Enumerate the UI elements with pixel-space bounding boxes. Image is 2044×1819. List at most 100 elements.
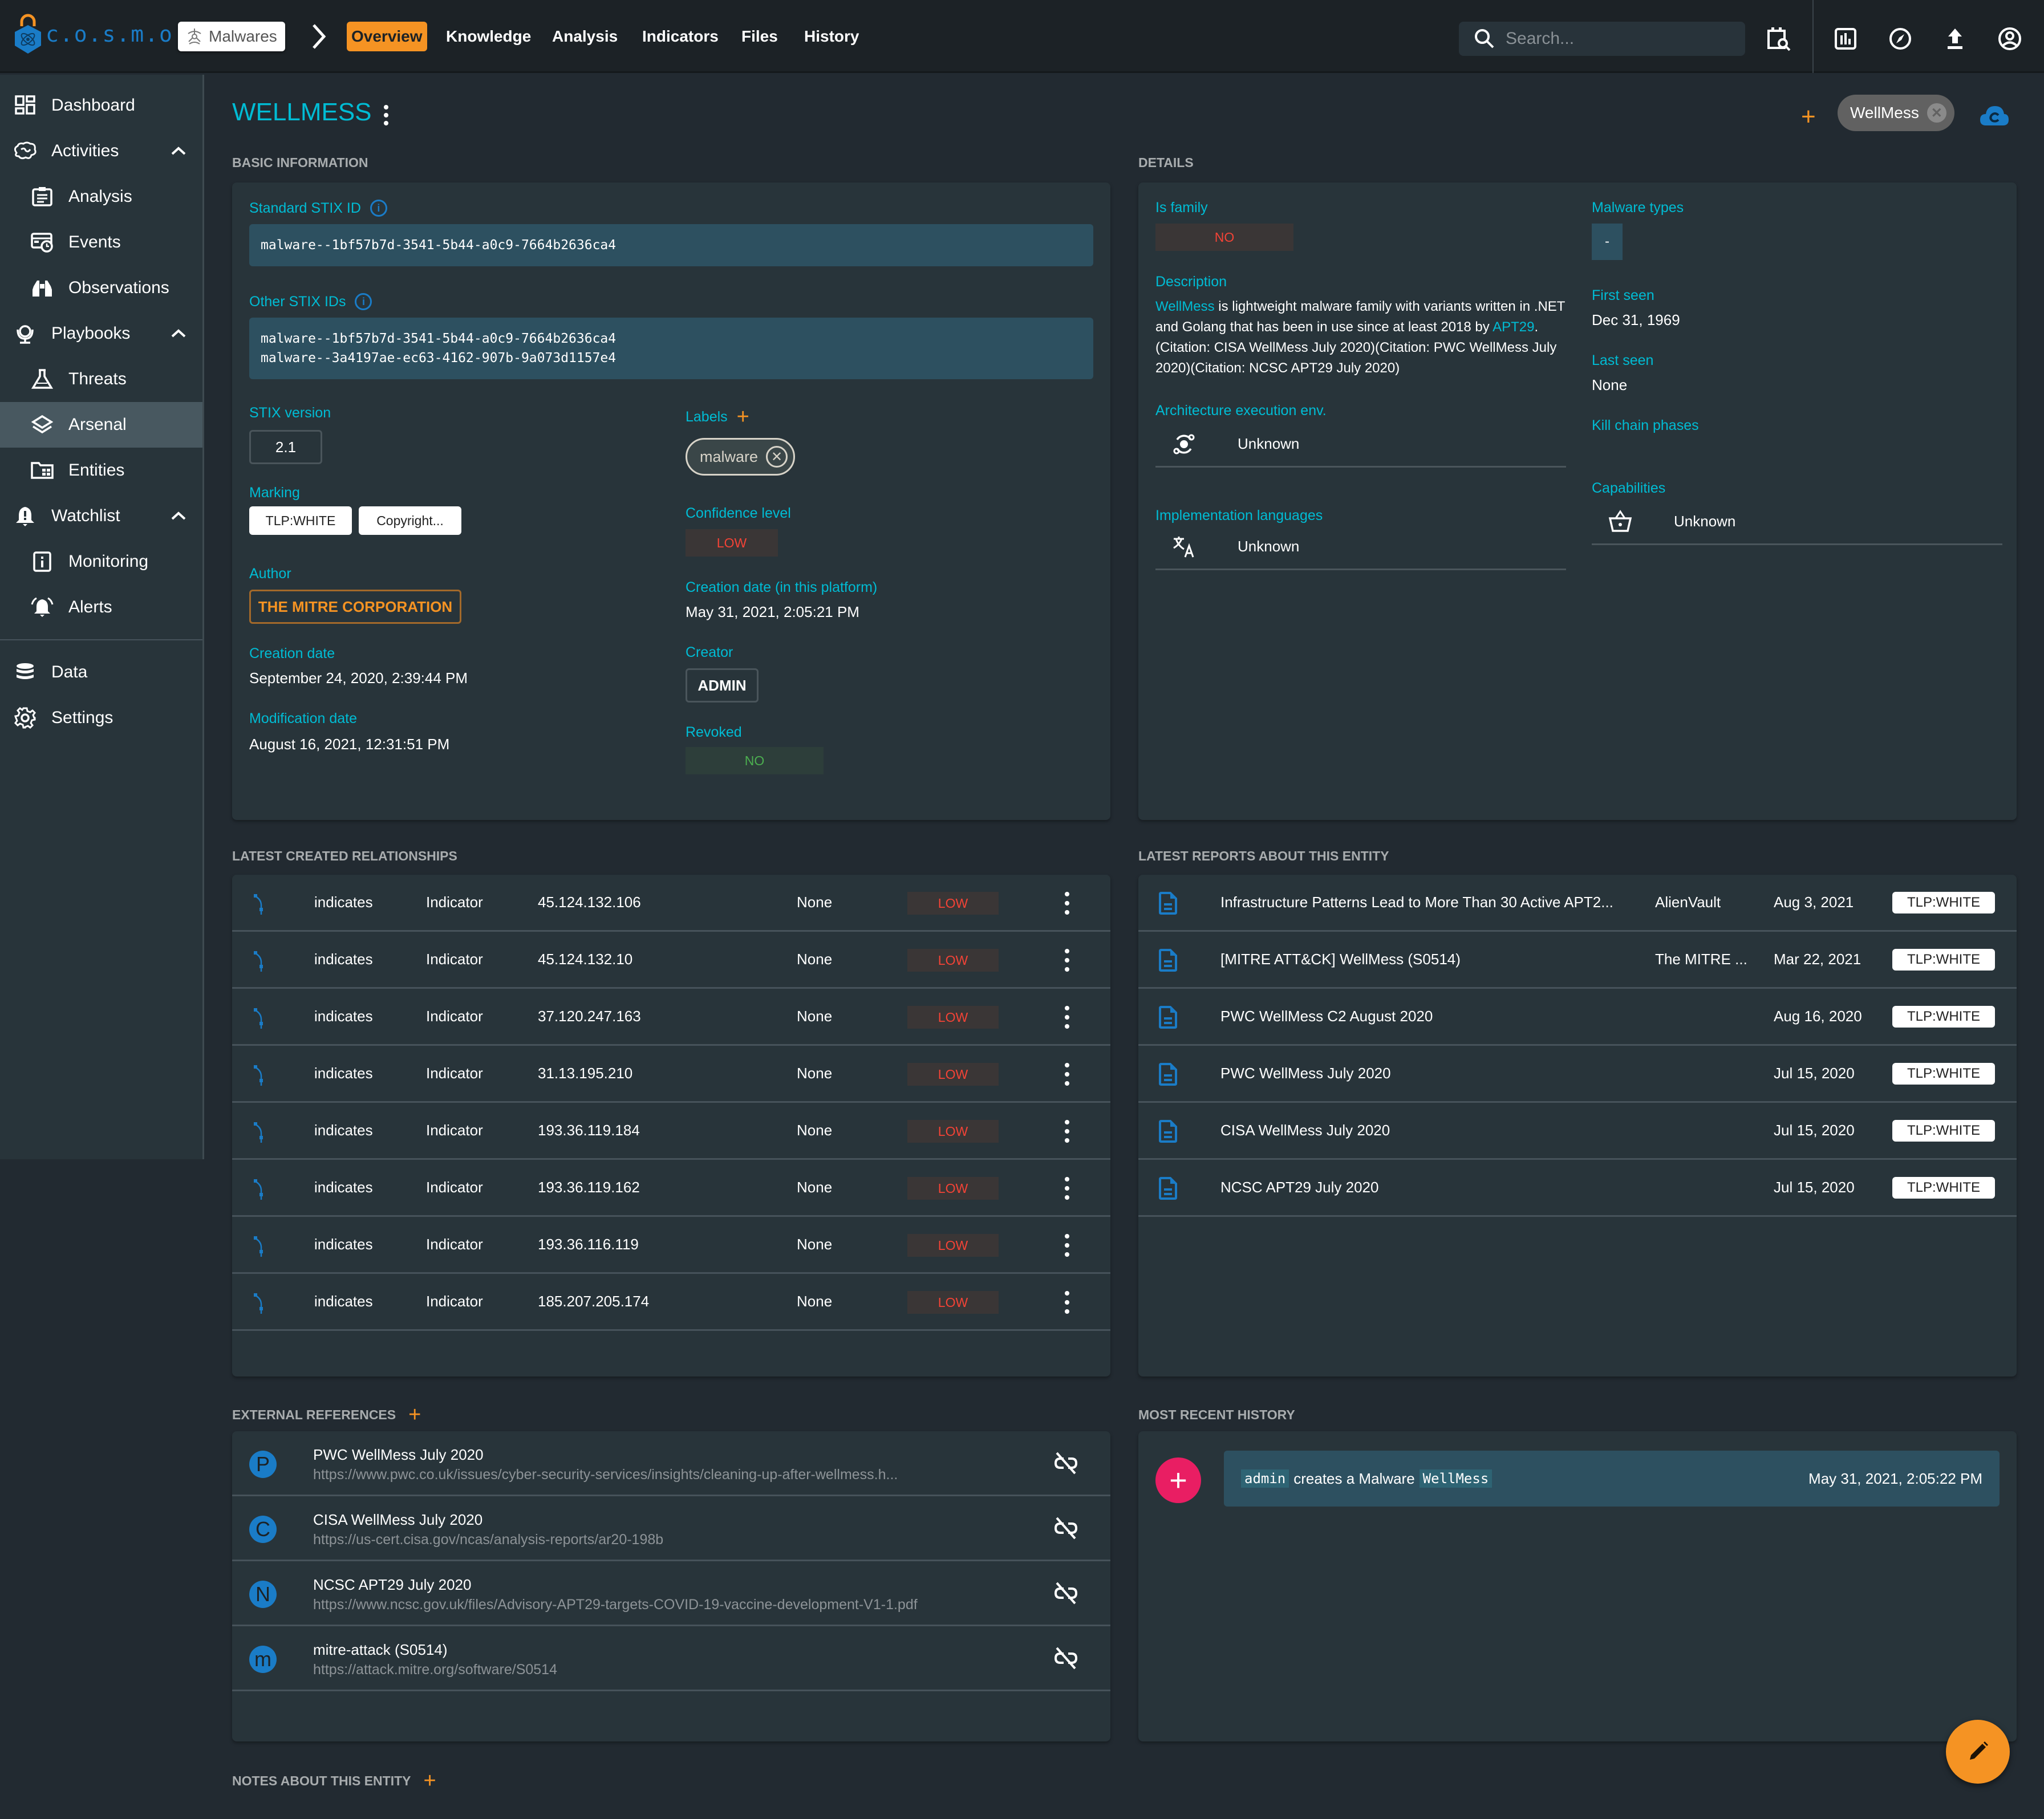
relationship-confidence-badge: LOW bbox=[907, 892, 999, 915]
implementation-languages-label: Implementation languages bbox=[1155, 507, 1323, 524]
explore-button[interactable] bbox=[1887, 25, 1914, 52]
sidebar-item-analysis[interactable]: Analysis bbox=[0, 174, 202, 220]
tab-history[interactable]: History bbox=[800, 22, 863, 51]
relationship-type: indicates bbox=[314, 1122, 373, 1139]
sidebar-item-dashboard[interactable]: Dashboard bbox=[0, 83, 202, 128]
relationship-icon bbox=[253, 1007, 264, 1034]
breadcrumb-malwares[interactable]: Malwares bbox=[178, 22, 285, 51]
more-vert-icon[interactable] bbox=[1064, 1234, 1070, 1257]
description-link-wellmess[interactable]: WellMess bbox=[1155, 299, 1215, 314]
edit-fab-button[interactable] bbox=[1946, 1720, 2010, 1784]
marking-text: TLP:WHITE bbox=[1907, 1009, 1980, 1024]
sidebar-item-alerts[interactable]: Alerts bbox=[0, 584, 202, 630]
tab-overview[interactable]: Overview bbox=[347, 22, 427, 51]
more-vert-icon[interactable] bbox=[1064, 1006, 1070, 1029]
more-vert-icon[interactable] bbox=[1064, 1177, 1070, 1200]
reference-url[interactable]: https://us-cert.cisa.gov/ncas/analysis-r… bbox=[313, 1532, 664, 1548]
reference-title: PWC WellMess July 2020 bbox=[313, 1446, 484, 1463]
more-vert-icon[interactable] bbox=[1064, 1120, 1070, 1143]
author-chip[interactable]: THE MITRE CORPORATION bbox=[249, 590, 461, 624]
relationship-entity-name: 193.36.119.162 bbox=[538, 1179, 640, 1196]
report-marking-chip: TLP:WHITE bbox=[1892, 1006, 1995, 1028]
creator-chip[interactable]: ADMIN bbox=[686, 668, 759, 703]
more-vert-icon[interactable] bbox=[1064, 892, 1070, 915]
link-off-icon[interactable] bbox=[1053, 1582, 1078, 1607]
add-alias-button[interactable]: + bbox=[1801, 103, 1816, 131]
stix-id-text: malware--3a4197ae-ec63-4162-907b-9a073d1… bbox=[261, 351, 617, 366]
report-row[interactable]: PWC WellMess C2 August 2020 Aug 16, 2020… bbox=[1138, 989, 2017, 1046]
info-icon[interactable]: i bbox=[370, 200, 387, 217]
tab-files[interactable]: Files bbox=[737, 22, 782, 51]
tab-knowledge[interactable]: Knowledge bbox=[441, 22, 536, 51]
sidebar-item-events[interactable]: Events bbox=[0, 220, 202, 265]
link-off-icon[interactable] bbox=[1053, 1517, 1078, 1542]
external-reference-row[interactable]: C CISA WellMess July 2020 https://us-cer… bbox=[232, 1496, 1110, 1561]
marking-chip-tlp-white[interactable]: TLP:WHITE bbox=[249, 506, 352, 535]
relationship-row[interactable]: indicates Indicator 45.124.132.10 None L… bbox=[232, 932, 1110, 989]
sidebar-item-arsenal[interactable]: Arsenal bbox=[0, 402, 202, 448]
external-reference-row[interactable]: P PWC WellMess July 2020 https://www.pwc… bbox=[232, 1431, 1110, 1496]
search-box[interactable] bbox=[1459, 22, 1745, 56]
reference-url[interactable]: https://www.ncsc.gov.uk/files/Advisory-A… bbox=[313, 1597, 918, 1613]
dashboard-button[interactable] bbox=[1832, 25, 1859, 52]
sidebar-item-monitoring[interactable]: Monitoring bbox=[0, 539, 202, 584]
tab-indicators[interactable]: Indicators bbox=[638, 22, 723, 51]
logo[interactable]: c.o.s.m.o bbox=[14, 14, 173, 55]
search-calendar-button[interactable] bbox=[1766, 25, 1793, 52]
relationship-row[interactable]: indicates Indicator 185.207.205.174 None… bbox=[232, 1274, 1110, 1331]
relationship-row[interactable]: indicates Indicator 31.13.195.210 None L… bbox=[232, 1046, 1110, 1103]
alias-label: WellMess bbox=[1850, 104, 1919, 121]
report-row[interactable]: PWC WellMess July 2020 Jul 15, 2020 TLP:… bbox=[1138, 1046, 2017, 1103]
sidebar-item-observations[interactable]: Observations bbox=[0, 265, 202, 311]
relationship-row[interactable]: indicates Indicator 193.36.119.184 None … bbox=[232, 1103, 1110, 1160]
reference-url[interactable]: https://www.pwc.co.uk/issues/cyber-secur… bbox=[313, 1467, 898, 1483]
link-off-icon[interactable] bbox=[1053, 1452, 1078, 1477]
sidebar-item-data[interactable]: Data bbox=[0, 649, 202, 695]
report-row[interactable]: Infrastructure Patterns Lead to More Tha… bbox=[1138, 875, 2017, 932]
relationship-row[interactable]: indicates Indicator 45.124.132.106 None … bbox=[232, 875, 1110, 932]
add-external-reference-button[interactable]: + bbox=[408, 1403, 421, 1427]
sidebar-item-settings[interactable]: Settings bbox=[0, 695, 202, 741]
link-off-icon[interactable] bbox=[1053, 1647, 1078, 1672]
sidebar-item-label: Data bbox=[51, 663, 88, 681]
confidence-level-badge: LOW bbox=[686, 529, 778, 557]
search-input[interactable] bbox=[1506, 29, 1734, 48]
relationship-row[interactable]: indicates Indicator 193.36.116.119 None … bbox=[232, 1217, 1110, 1274]
sidebar-item-threats[interactable]: Threats bbox=[0, 356, 202, 402]
more-vert-icon[interactable] bbox=[378, 103, 395, 128]
cloud-sync-icon[interactable] bbox=[1979, 103, 2010, 128]
add-label-button[interactable]: + bbox=[736, 405, 749, 429]
remove-label-icon[interactable]: ✕ bbox=[766, 446, 788, 468]
more-vert-icon[interactable] bbox=[1064, 949, 1070, 972]
more-vert-icon[interactable] bbox=[1064, 1291, 1070, 1314]
reference-title: NCSC APT29 July 2020 bbox=[313, 1576, 472, 1593]
remove-alias-icon[interactable]: ✕ bbox=[1927, 103, 1946, 123]
database-icon bbox=[13, 660, 38, 685]
import-button[interactable] bbox=[1941, 25, 1969, 52]
external-reference-row[interactable]: N NCSC APT29 July 2020 https://www.ncsc.… bbox=[232, 1561, 1110, 1626]
sidebar-item-watchlist[interactable]: Watchlist bbox=[0, 493, 202, 539]
sidebar-item-entities[interactable]: Entities bbox=[0, 448, 202, 493]
tab-analysis[interactable]: Analysis bbox=[548, 22, 622, 51]
user-profile-button[interactable] bbox=[1996, 25, 2023, 52]
sidebar-item-playbooks[interactable]: Playbooks bbox=[0, 311, 202, 356]
stix-id-text: malware--1bf57b7d-3541-5b44-a0c9-7664b26… bbox=[261, 238, 617, 253]
sidebar: Dashboard Activities Analysis Events Obs… bbox=[0, 75, 204, 1159]
external-reference-row[interactable]: m mitre-attack (S0514) https://attack.mi… bbox=[232, 1626, 1110, 1691]
logo-icon bbox=[15, 14, 41, 54]
more-vert-icon[interactable] bbox=[1064, 1063, 1070, 1086]
section-title-relationships: LATEST CREATED RELATIONSHIPS bbox=[232, 848, 457, 864]
add-note-button[interactable]: + bbox=[423, 1769, 436, 1793]
topbar-divider bbox=[1812, 0, 1814, 73]
sidebar-item-activities[interactable]: Activities bbox=[0, 128, 202, 174]
reference-url[interactable]: https://attack.mitre.org/software/S0514 bbox=[313, 1662, 557, 1678]
marking-chip-copyright[interactable]: Copyright... bbox=[359, 506, 461, 535]
info-icon[interactable]: i bbox=[355, 293, 372, 310]
relationship-start-time: None bbox=[797, 1122, 833, 1139]
report-row[interactable]: [MITRE ATT&CK] WellMess (S0514) The MITR… bbox=[1138, 932, 2017, 989]
report-row[interactable]: NCSC APT29 July 2020 Jul 15, 2020 TLP:WH… bbox=[1138, 1160, 2017, 1217]
description-link-apt29[interactable]: APT29 bbox=[1493, 319, 1535, 335]
relationship-row[interactable]: indicates Indicator 193.36.119.162 None … bbox=[232, 1160, 1110, 1217]
relationship-row[interactable]: indicates Indicator 37.120.247.163 None … bbox=[232, 989, 1110, 1046]
report-row[interactable]: CISA WellMess July 2020 Jul 15, 2020 TLP… bbox=[1138, 1103, 2017, 1160]
